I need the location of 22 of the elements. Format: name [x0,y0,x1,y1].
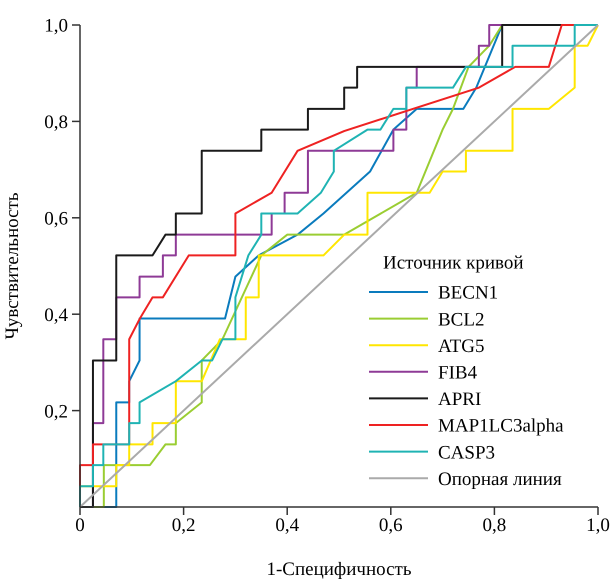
x-tick-label: 0,4 [275,515,300,536]
x-tick-label: 1,0 [586,515,610,536]
legend-label: CASP3 [438,442,496,464]
legend-label: FIB4 [438,362,478,384]
y-tick-label: 0,6 [44,208,68,230]
y-tick-label: 1,0 [44,16,68,37]
legend-label: MAP1LC3alpha [438,416,564,437]
y-axis-title: Чувствительность [2,192,23,340]
legend-label: BCL2 [438,309,484,330]
legend-label: Опорная линия [438,468,562,490]
legend-label: APRI [438,389,482,410]
x-tick-label: 0,6 [378,515,403,536]
x-tick-label: 0,8 [482,515,506,536]
legend-title: Источник кривой [383,252,524,274]
legend-label: ATG5 [438,336,484,357]
x-axis-title: 1-Специфичность [266,559,412,579]
y-tick-label: 0,8 [44,112,68,134]
legend-label: BECN1 [438,282,498,304]
y-tick-label: 0,2 [44,401,68,422]
y-tick-label: 0,4 [44,304,68,326]
x-tick-label: 0 [75,515,85,536]
x-tick-label: 0,2 [172,515,196,536]
